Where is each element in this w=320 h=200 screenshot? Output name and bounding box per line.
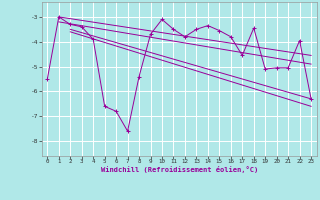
X-axis label: Windchill (Refroidissement éolien,°C): Windchill (Refroidissement éolien,°C) [100,166,258,173]
